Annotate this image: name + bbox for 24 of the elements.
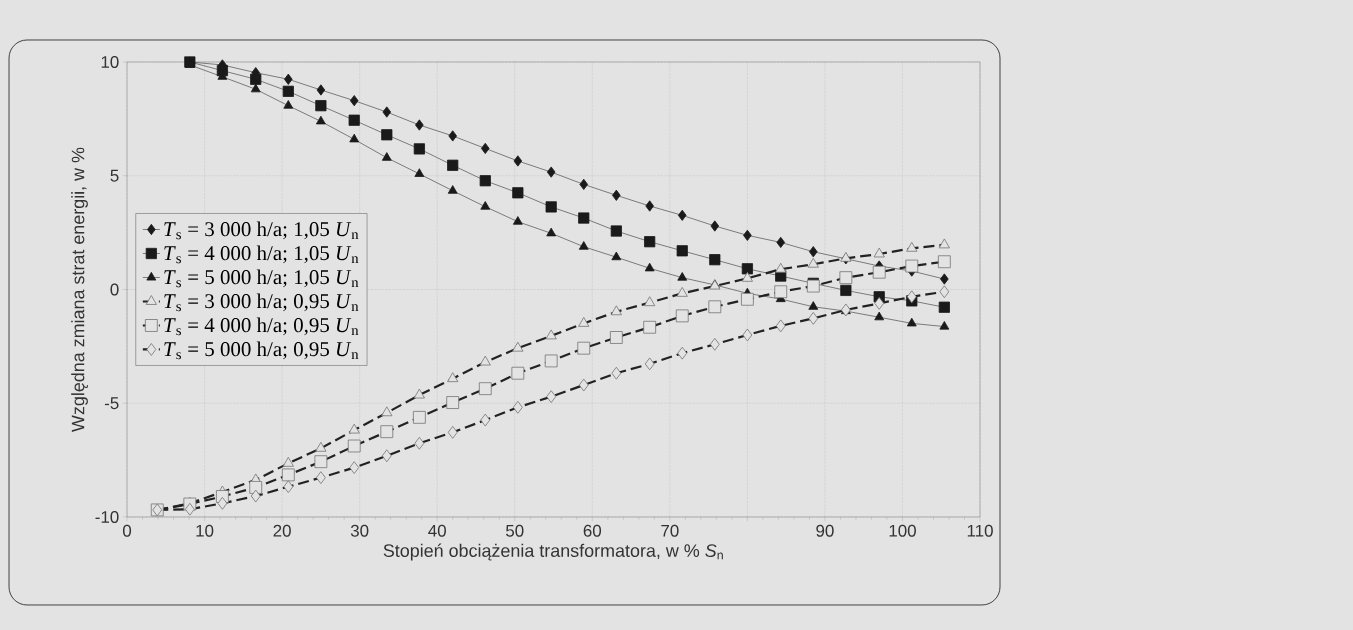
y-tick-label: 10 [101, 55, 119, 68]
legend-label: T$_{s}$ = 3 000 h/a; 0,95 U$_{n}$ [164, 293, 359, 312]
x-tick-label: 70 [661, 524, 679, 537]
x-tick-label: 40 [428, 524, 446, 537]
y-tick-label: -10 [95, 510, 119, 523]
x-tick-label: 30 [350, 524, 369, 537]
x-tick-label: 50 [506, 524, 524, 537]
x-tick-label: 110 [967, 524, 993, 537]
x-axis-title: Stopień obciążenia transformatora, w % S$_{n}$ [383, 543, 723, 561]
x-tick-label: 0 [122, 524, 132, 537]
x-tick-label: 20 [273, 524, 291, 537]
legend-label: T$_{s}$ = 4 000 h/a; 1,05 U$_{n}$ [164, 245, 359, 264]
x-tick-label: 100 [889, 524, 916, 537]
legend-label: T$_{s}$ = 4 000 h/a; 0,95 U$_{n}$ [164, 317, 359, 336]
legend-label: T$_{s}$ = 3 000 h/a; 1,05 U$_{n}$ [164, 221, 359, 240]
y-tick-label: 5 [110, 169, 119, 182]
x-tick-label: 60 [583, 524, 602, 537]
legend-label: T$_{s}$ = 5 000 h/a; 1,05 U$_{n}$ [164, 269, 359, 288]
x-tick-label: 90 [816, 524, 834, 537]
y-tick-label: 0 [110, 283, 119, 296]
y-axis-title: Względna zmiana strat energii, w % [71, 147, 88, 432]
legend-label: T$_{s}$ = 5 000 h/a; 0,95 U$_{n}$ [164, 341, 359, 360]
x-tick-label: 10 [196, 524, 214, 537]
y-tick-label: -5 [104, 397, 119, 410]
